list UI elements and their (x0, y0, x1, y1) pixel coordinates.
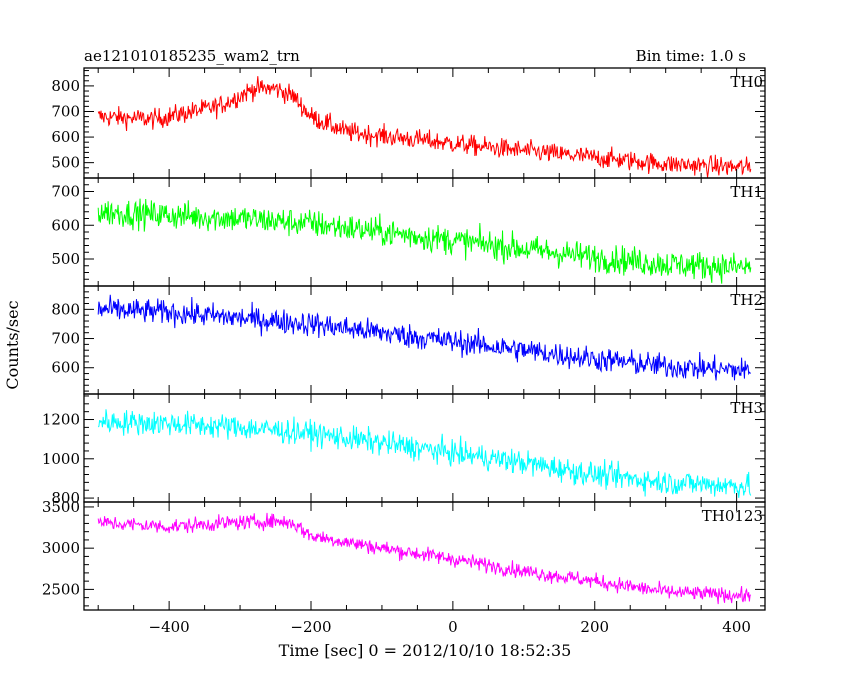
panel-frame (83, 285, 766, 395)
series-th2 (97, 294, 751, 381)
panel-th0: 500 600 700 800 TH0 (51, 67, 766, 179)
y-axis-label: Counts/sec (3, 300, 22, 389)
y-tick-label: 600 (51, 216, 80, 234)
series-th0 (97, 76, 752, 178)
panel-th0123: 2500 3000 3500 TH0123 (42, 498, 766, 611)
panel-frame (83, 67, 766, 179)
y-tick-label: 3000 (42, 539, 80, 557)
y-tick-label: 600 (51, 359, 80, 377)
y-tick-label: 1200 (42, 411, 80, 429)
panel-th3: 800 1000 1200 TH3 (42, 393, 766, 507)
y-tick-label: 3500 (42, 498, 80, 516)
x-tick-label: 0 (448, 618, 458, 636)
y-tick-label: 500 (51, 154, 80, 172)
x-axis-label: Time [sec] 0 = 2012/10/10 18:52:35 (279, 641, 572, 660)
panel-label: TH2 (730, 291, 763, 309)
y-tick-label: 2500 (42, 580, 80, 598)
series-th3 (97, 409, 752, 498)
y-tick-label: 700 (51, 183, 80, 201)
y-tick-label: 700 (51, 330, 80, 348)
y-tick-label: 1000 (42, 450, 80, 468)
series-th1 (97, 198, 752, 284)
panel-label: TH0123 (702, 507, 763, 525)
bin-time-label: Bin time: 1.0 s (636, 47, 746, 65)
y-tick-label: 500 (51, 250, 80, 268)
y-tick-label: 700 (51, 102, 80, 120)
x-tick-label: −200 (290, 618, 331, 636)
y-tick-label: 800 (51, 300, 80, 318)
panels-group: 500 600 700 800 TH0 500 600 700 TH1 600 700 800 TH2 8… (42, 67, 766, 611)
y-tick-label: 600 (51, 128, 80, 146)
panel-th2: 600 700 800 TH2 (51, 285, 766, 395)
x-tick-label: 200 (580, 618, 609, 636)
panel-label: TH0 (730, 73, 763, 91)
series-th0123 (97, 512, 752, 605)
x-tick-label: 400 (722, 618, 751, 636)
panel-label: TH3 (730, 399, 763, 417)
panel-label: TH1 (730, 183, 763, 201)
panel-th1: 500 600 700 TH1 (51, 177, 766, 287)
y-tick-label: 800 (51, 489, 80, 507)
x-axis: −400 −200 0 200 400 (149, 618, 751, 636)
panel-frame (83, 177, 766, 287)
x-tick-label: −400 (149, 618, 190, 636)
chart-title: ae121010185235_wam2_trn (84, 47, 300, 65)
y-tick-label: 800 (51, 77, 80, 95)
